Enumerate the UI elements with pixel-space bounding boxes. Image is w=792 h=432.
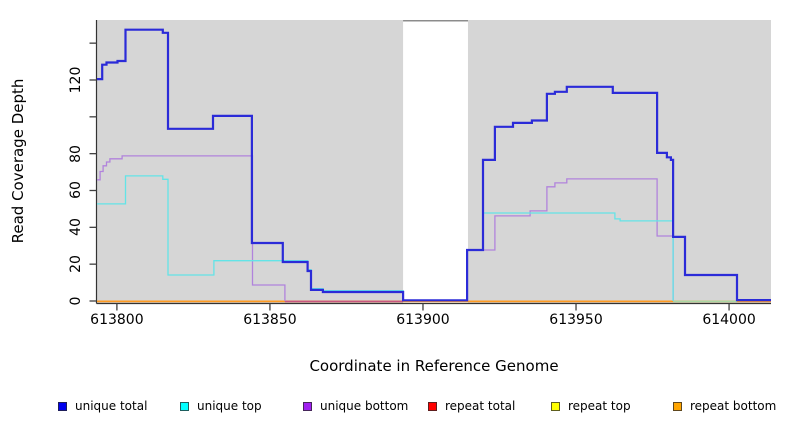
legend-swatch xyxy=(551,402,560,411)
y-axis-title: Read Coverage Depth xyxy=(9,78,27,244)
y-tick-label: 40 xyxy=(68,218,84,237)
legend-label: repeat bottom xyxy=(690,399,777,413)
y-tick-label: 20 xyxy=(68,255,84,274)
y-tick-label: 60 xyxy=(68,181,84,200)
x-tick-label: 613800 xyxy=(90,312,144,328)
legend-swatch xyxy=(303,402,312,411)
legend-item-repeat-bottom: repeat bottom xyxy=(673,399,776,414)
y-tick-label: 120 xyxy=(68,66,84,94)
legend-item-unique-bottom: unique bottom xyxy=(303,399,408,414)
legend-label: repeat total xyxy=(445,399,516,413)
legend-label: unique bottom xyxy=(320,399,409,413)
legend-item-repeat-total: repeat total xyxy=(428,399,515,414)
legend-label: unique top xyxy=(197,399,262,413)
legend-item-repeat-top: repeat top xyxy=(551,399,631,414)
legend-label: unique total xyxy=(75,399,148,413)
legend-swatch xyxy=(673,402,682,411)
masked-gap-region xyxy=(403,21,468,303)
legend-swatch xyxy=(428,402,437,411)
y-tick-label: 80 xyxy=(68,144,84,163)
x-tick-label: 613850 xyxy=(243,312,297,328)
series-unique-bottom-right-block- xyxy=(467,178,674,301)
legend-item-unique-top: unique top xyxy=(180,399,262,414)
x-tick-label: 614000 xyxy=(702,312,756,328)
legend-item-unique-total: unique total xyxy=(58,399,147,414)
y-tick-label: 0 xyxy=(68,296,84,306)
legend-label: repeat top xyxy=(568,399,631,413)
legend-swatch xyxy=(180,402,189,411)
x-tick-label: 613900 xyxy=(396,312,450,328)
legend-swatch xyxy=(58,402,67,411)
series-unique-total xyxy=(97,28,771,302)
x-tick-label: 613950 xyxy=(549,312,603,328)
x-axis-title: Coordinate in Reference Genome xyxy=(309,357,559,375)
